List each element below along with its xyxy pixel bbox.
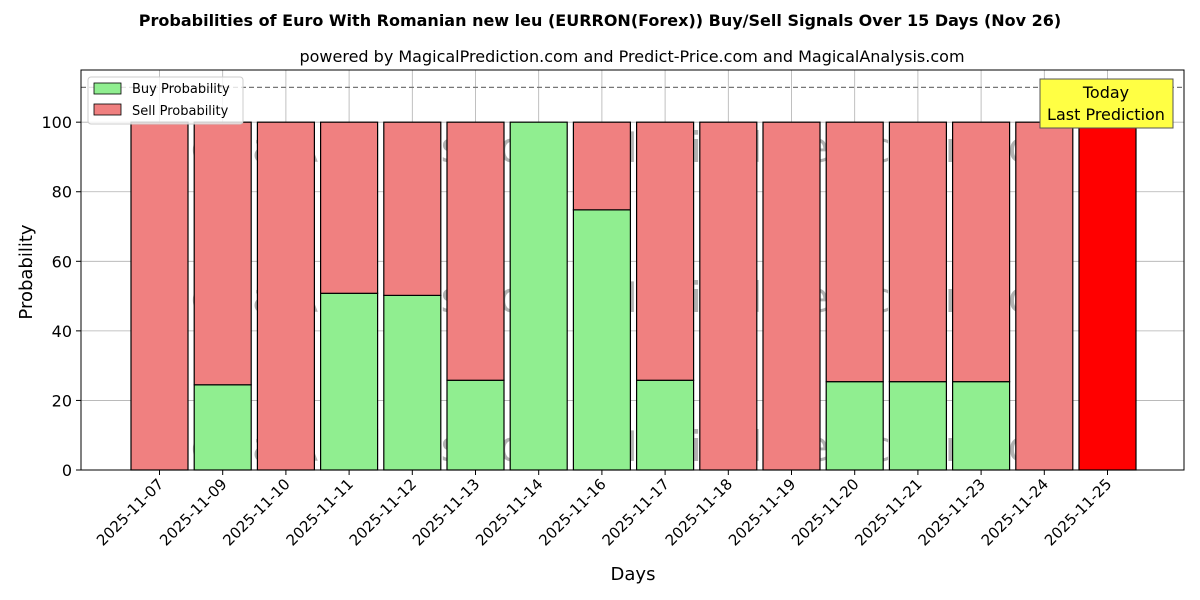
- legend-label-sell: Sell Probability: [132, 104, 229, 119]
- legend-swatch-buy: [93, 82, 122, 95]
- bar-sell: [888, 121, 948, 383]
- bar-sell: [762, 121, 821, 471]
- x-tick-label: 2025-11-12: [346, 475, 420, 549]
- y-tick-label: 60: [52, 252, 72, 271]
- chart-title: Probabilities of Euro With Romanian new …: [139, 11, 1061, 30]
- bar-buy: [825, 381, 884, 471]
- x-tick-label: 2025-11-10: [219, 475, 293, 549]
- bar-buy: [572, 209, 632, 471]
- y-tick-label: 80: [52, 183, 72, 202]
- legend-box: [87, 76, 244, 125]
- x-tick-label: 2025-11-07: [93, 475, 167, 549]
- bar-sell: [383, 121, 442, 296]
- y-tick-label: 100: [41, 113, 72, 132]
- x-tick-label: 2025-11-09: [156, 475, 230, 549]
- x-tick-label: 2025-11-24: [978, 475, 1052, 549]
- x-tick-label: 2025-11-21: [851, 475, 925, 549]
- x-tick-label: 2025-11-14: [472, 475, 546, 549]
- bar-buy: [320, 292, 379, 471]
- bar-sell: [1078, 121, 1137, 471]
- x-tick-label: 2025-11-11: [283, 475, 357, 549]
- bar-buy: [888, 381, 948, 471]
- legend-swatch-sell: [93, 103, 122, 116]
- x-tick-label: 2025-11-17: [599, 475, 673, 549]
- y-tick-label: 0: [62, 461, 72, 480]
- bar-buy: [446, 379, 505, 471]
- y-axis-label: Probability: [16, 224, 37, 319]
- bar-sell: [572, 121, 632, 211]
- bar-buy: [509, 121, 568, 471]
- y-tick-label: 40: [52, 322, 72, 341]
- x-tick-label: 2025-11-16: [535, 475, 609, 549]
- bar-sell: [635, 121, 695, 381]
- bar-buy: [193, 384, 252, 471]
- x-axis-label: Days: [611, 564, 656, 585]
- x-tick-label: 2025-11-18: [662, 475, 736, 549]
- bar-sell: [256, 121, 315, 471]
- plot-frame: [80, 69, 1185, 471]
- x-tick-label: 2025-11-19: [725, 475, 799, 549]
- bar-sell: [951, 121, 1011, 383]
- legend-label-buy: Buy Probability: [132, 82, 230, 97]
- annotation-line1: Today: [1082, 83, 1129, 102]
- legend: Buy Probability Sell Probability: [87, 76, 244, 125]
- annotation-line2: Last Prediction: [1047, 105, 1165, 124]
- bar-buy: [383, 294, 442, 471]
- x-tick-label: 2025-11-13: [409, 475, 483, 549]
- bar-buy: [951, 381, 1011, 471]
- bar-sell: [1015, 121, 1074, 471]
- x-tick-label: 2025-11-25: [1041, 475, 1115, 549]
- bar-sell: [320, 121, 379, 294]
- chart-subtitle: powered by MagicalPrediction.com and Pre…: [299, 47, 964, 66]
- bar-buy: [635, 379, 695, 471]
- bar-sell: [193, 121, 252, 386]
- bar-sell: [446, 121, 505, 381]
- bar-sell: [699, 121, 758, 471]
- bars-layer: [81, 86, 1184, 471]
- bar-sell: [130, 121, 189, 471]
- bar-sell: [825, 121, 884, 383]
- x-tick-label: 2025-11-20: [788, 475, 862, 549]
- y-tick-label: 20: [52, 391, 72, 410]
- x-tick-label: 2025-11-23: [915, 475, 989, 549]
- today-annotation: Today Last Prediction: [1039, 78, 1174, 129]
- annotation-box: [1039, 78, 1174, 129]
